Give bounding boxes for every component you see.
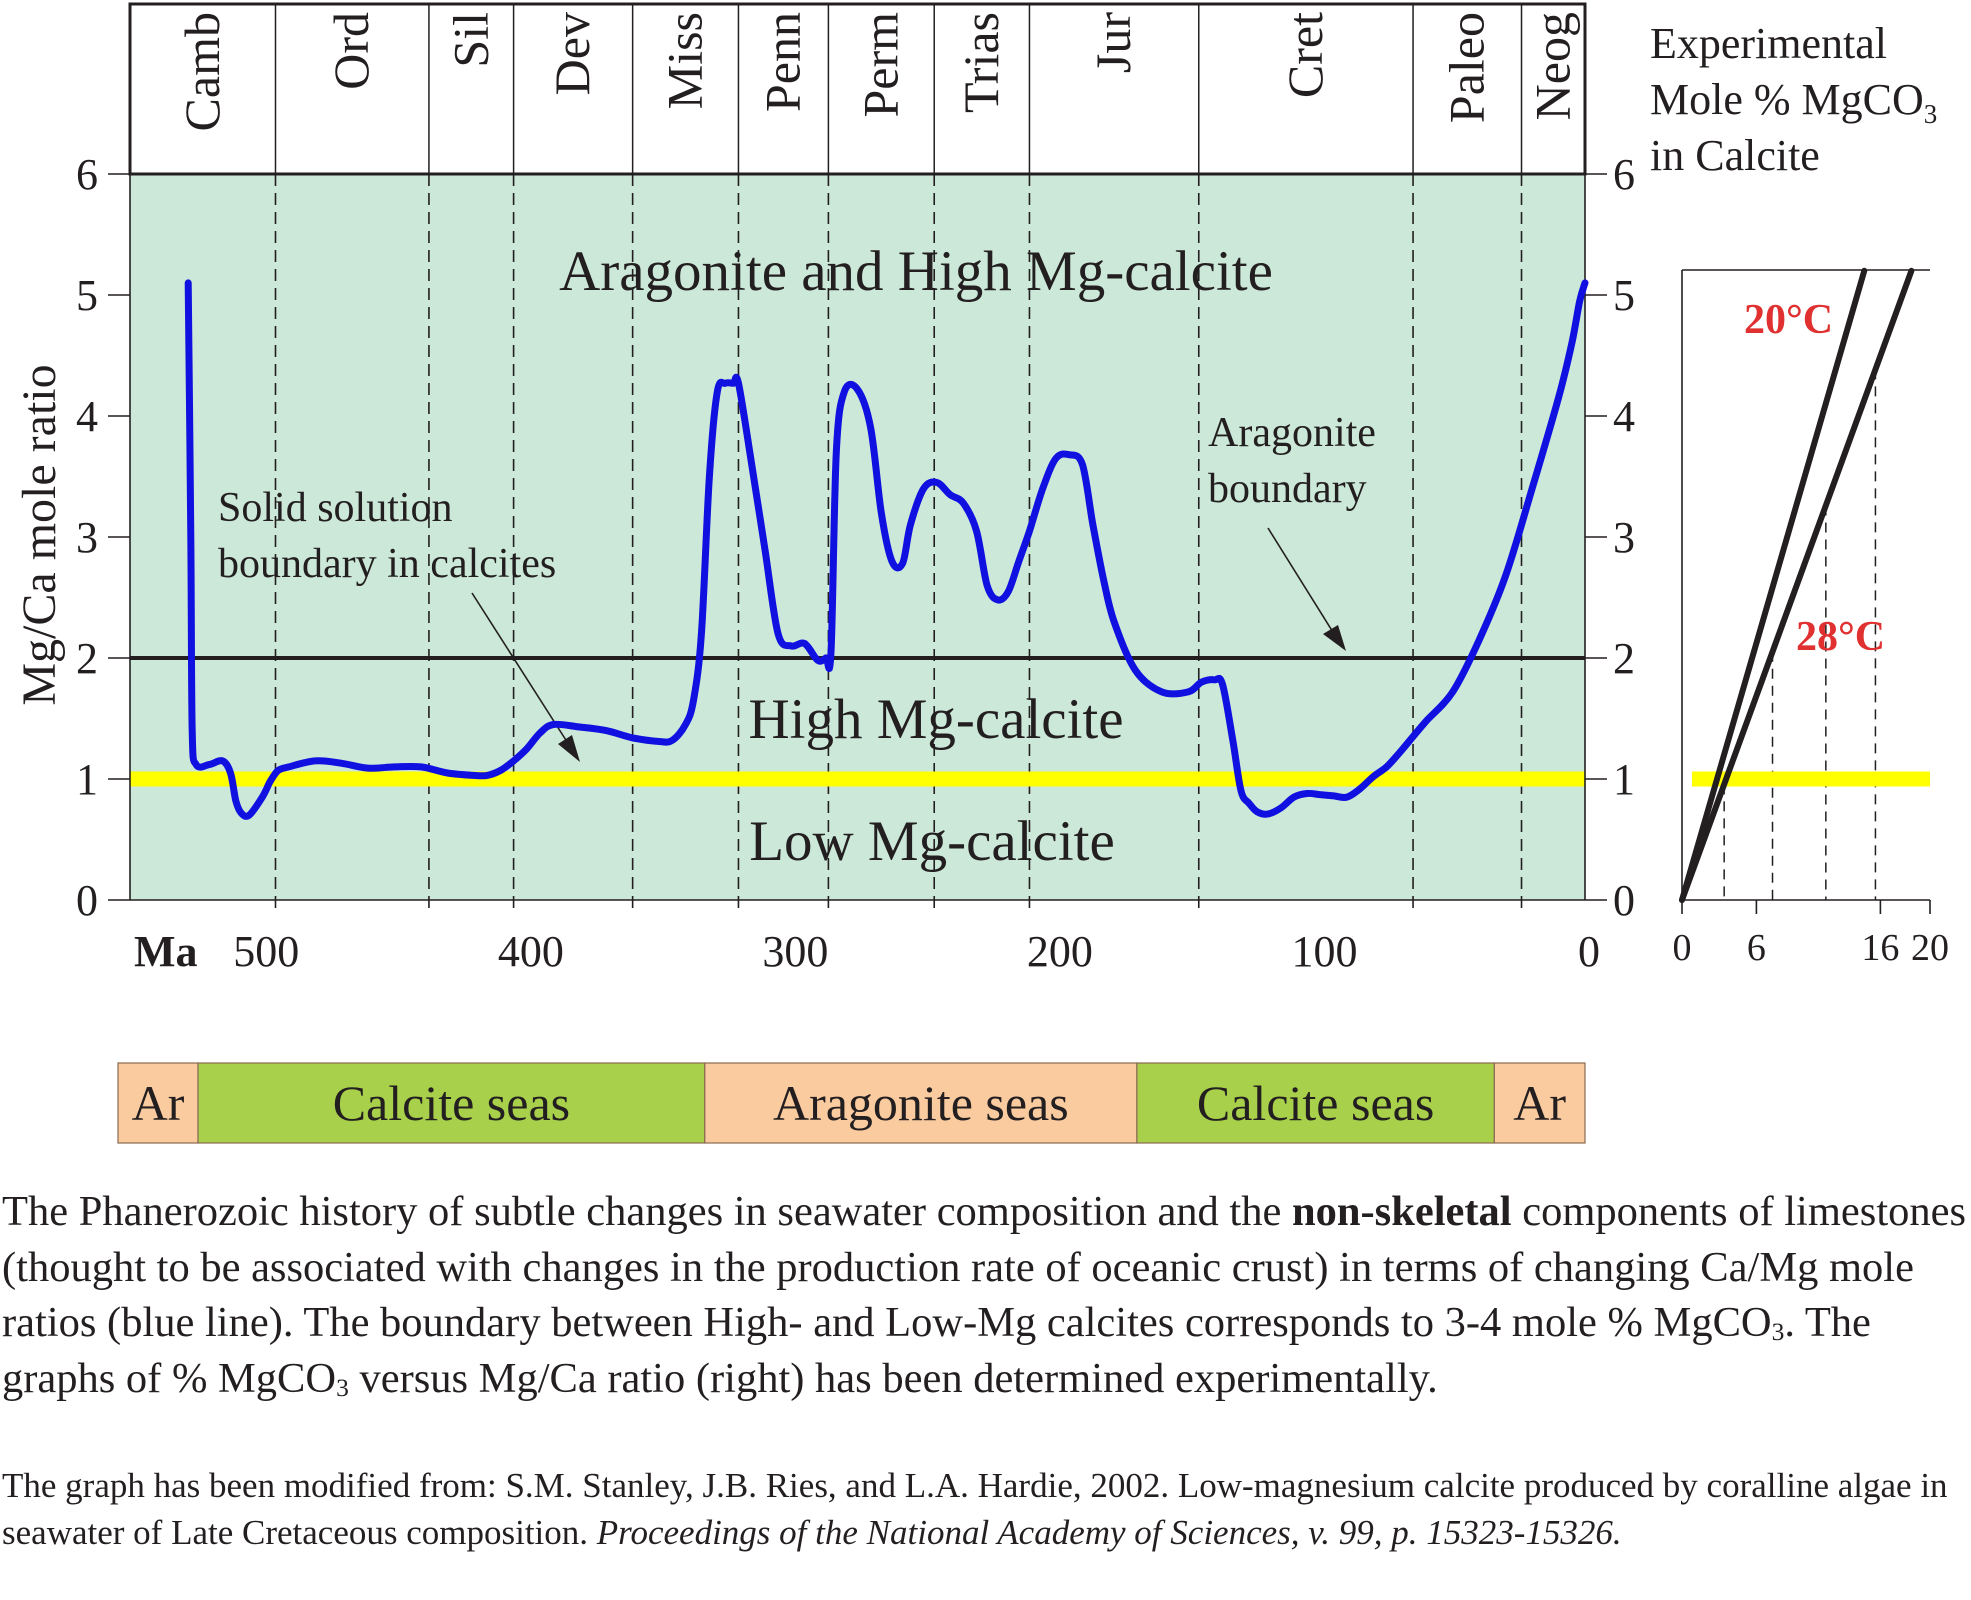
experimental-chart: Experimental Mole % MgCO3 in Calcite 0 6 1… — [1650, 19, 1949, 969]
x-tick-label: 300 — [762, 927, 828, 976]
figure-caption: The Phanerozoic history of subtle change… — [2, 1184, 1967, 1406]
annotation-aragonite-line1: Aragonite — [1208, 410, 1376, 456]
period-label: Penn — [754, 12, 810, 112]
period-label: Cret — [1277, 12, 1333, 98]
sea-label: Calcite seas — [333, 1075, 570, 1131]
y-tick-label-left: 0 — [76, 876, 98, 925]
inset-x-tick-label: 16 — [1861, 927, 1899, 969]
sea-segment — [1493, 1062, 1586, 1144]
caption-part-3: . The graphs of % MgCO — [2, 1299, 1871, 1402]
y-tick-label-left: 1 — [76, 755, 98, 804]
inset-title-line1: Experimental — [1650, 19, 1887, 68]
caption-part-1: The Phanerozoic history of subtle change… — [2, 1188, 1292, 1235]
caption-part-4: versus Mg/Ca ratio (right) has been dete… — [348, 1354, 1438, 1402]
caption-bold: non-skeletal — [1291, 1188, 1512, 1235]
x-axis-unit-label: Ma — [134, 927, 198, 976]
annotation-solid-solution-line1: Solid solution — [218, 485, 453, 531]
mg-ca-ratio-series-line — [184, 279, 1589, 820]
series-label-28c-text: 28°C — [1796, 614, 1885, 660]
seas-bar: Ar Calcite seas Aragonite seas Calcite seas… — [117, 1062, 1586, 1144]
y-tick-label-right: 6 — [1613, 150, 1635, 199]
region-label-high-mg: High Mg-calcite — [748, 688, 1123, 751]
inset-series-line — [1679, 267, 1915, 903]
sea-label: Calcite seas — [1197, 1075, 1434, 1131]
period-label: Sil — [442, 12, 498, 68]
period-header-box — [128, 2, 1587, 176]
period-label: Camb — [174, 12, 230, 131]
period-dashed-lines — [274, 174, 1523, 910]
x-tick-label: 500 — [233, 927, 299, 976]
series-label-20c: 20°C — [1744, 297, 1833, 343]
inset-title-line2: Mole % MgCO3 — [1650, 75, 1937, 129]
source-journal: Proceedings of the National Academy of S… — [596, 1512, 1622, 1552]
y-tick-label-right: 3 — [1613, 513, 1635, 562]
source-citation: The graph has been modified from: S.M. S… — [2, 1463, 1967, 1556]
annotation-solid-solution: Solid solution boundary in calcites — [218, 485, 580, 762]
period-label: Ord — [323, 12, 379, 90]
inset-series — [1679, 267, 1915, 903]
x-tick-label: 100 — [1291, 927, 1357, 976]
y-tick-label-left: 5 — [76, 271, 98, 320]
series-label-20c-text: 20°C — [1744, 297, 1833, 343]
y-tick-label-left: 6 — [76, 150, 98, 199]
inset-x-tick-label: 20 — [1911, 927, 1949, 969]
sea-label: Ar — [1513, 1075, 1566, 1131]
source-text: The graph has been modified from: S.M. S… — [2, 1466, 1948, 1552]
period-header: Camb Ord Sil Dev Miss Penn Perm Trias Jur Cret Pal… — [128, 2, 1587, 176]
inset-x-tick-label: 0 — [1673, 927, 1692, 969]
series-label-28c: 28°C — [1796, 614, 1885, 660]
annotation-solid-solution-arrowhead — [558, 735, 580, 762]
annotation-aragonite-line2: boundary — [1208, 466, 1367, 512]
x-tick-label: 0 — [1578, 927, 1600, 976]
x-tick-label: 200 — [1027, 927, 1093, 976]
caption-sub-1: 3 — [1771, 1317, 1785, 1346]
sea-label: Ar — [132, 1075, 185, 1131]
y-tick-label-right: 4 — [1613, 392, 1635, 441]
annotation-aragonite-arrow — [1267, 527, 1337, 638]
sea-label: Aragonite seas — [773, 1075, 1069, 1131]
period-label: Perm — [852, 12, 908, 118]
period-label: Trias — [953, 12, 1009, 113]
y-tick-label-left: 4 — [76, 392, 98, 441]
x-tick-label: 400 — [498, 927, 564, 976]
annotation-aragonite-boundary: Aragonite boundary — [1208, 410, 1376, 651]
period-label: Jur — [1085, 12, 1141, 73]
y-tick-label-right: 2 — [1613, 634, 1635, 683]
period-label: Dev — [544, 12, 600, 95]
y-tick-label-right: 5 — [1613, 271, 1635, 320]
caption-sub-2: 3 — [336, 1372, 349, 1402]
inset-series-line — [1679, 267, 1868, 903]
annotation-aragonite-arrowhead — [1323, 625, 1346, 651]
caption-part-2: components of limestones (thought to be … — [2, 1188, 1967, 1346]
inset-title-line2-text: Mole % MgCO — [1650, 75, 1924, 124]
figure: Camb Ord Sil Dev Miss Penn Perm Trias Jur Cret Pal… — [13, 2, 1949, 1144]
inset-x-tick-label: 6 — [1747, 927, 1766, 969]
y-tick-label-left: 3 — [76, 513, 98, 562]
period-label: Paleo — [1438, 12, 1494, 123]
inset-title-subscript: 3 — [1924, 99, 1938, 129]
sea-segment — [117, 1062, 199, 1144]
y-tick-label-right: 0 — [1613, 876, 1635, 925]
inset-title-line3: in Calcite — [1650, 131, 1820, 180]
period-label: Miss — [657, 12, 713, 109]
sea-segment — [197, 1062, 706, 1144]
inset-axes: 0 6 16 20 — [1673, 269, 1949, 969]
region-label-low-mg: Low Mg-calcite — [749, 810, 1115, 873]
y-tick-label-right: 1 — [1613, 755, 1635, 804]
sea-segment — [1136, 1062, 1495, 1144]
annotation-solid-solution-line2: boundary in calcites — [218, 541, 556, 587]
period-label: Neog — [1524, 12, 1580, 120]
region-label-aragonite-high-mg: Aragonite and High Mg-calcite — [559, 240, 1273, 303]
y-tick-label-left: 2 — [76, 634, 98, 683]
y-axis-label: Mg/Ca mole ratio — [13, 364, 66, 705]
main-chart: Camb Ord Sil Dev Miss Penn Perm Trias Jur Cret Pal… — [13, 2, 1635, 976]
